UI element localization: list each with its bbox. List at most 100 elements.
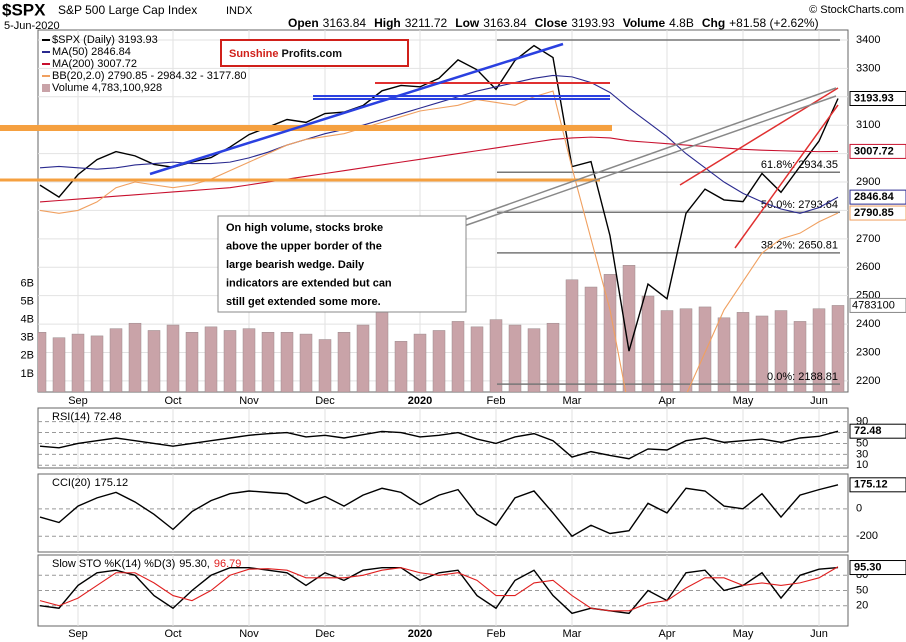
- panel-plot: 61.8%: 2934.35 50.0%: 2793.64 38.2%: 2650.…: [38, 30, 848, 392]
- fib-label: 61.8%: 2934.35: [761, 159, 838, 171]
- panel-plot: [38, 555, 848, 626]
- x-tick-label: Jun: [810, 628, 828, 640]
- volume-bar: [147, 330, 161, 392]
- y-tick-label: 3300: [856, 62, 880, 74]
- x-tick-label: May: [733, 628, 754, 640]
- panel-title: CCI(20): [52, 477, 91, 489]
- value-tag-label: 175.12: [854, 479, 888, 491]
- value-tag: [849, 560, 906, 576]
- stat-value: 4.8B: [669, 16, 694, 30]
- stat-label: High: [374, 16, 401, 30]
- volume-bar: [128, 322, 142, 392]
- y-tick-label: 30: [856, 448, 868, 460]
- value-tag-label: 3193.93: [854, 92, 894, 104]
- y-tick-label: 2900: [856, 176, 880, 188]
- value-tag-label: 2846.84: [854, 191, 895, 203]
- volume-tick-label: 1B: [21, 368, 34, 380]
- volume-bar: [223, 330, 237, 392]
- series-line: [39, 430, 839, 460]
- x-tick-label: Mar: [563, 628, 582, 640]
- annotation-line: large bearish wedge. Daily: [226, 259, 365, 271]
- value-tag-label: 3007.72: [854, 145, 894, 157]
- volume-bar: [432, 330, 446, 392]
- legend-value: 96.79: [214, 558, 242, 570]
- volume-tick-label: 3B: [21, 332, 34, 344]
- panel-legend: RSI(14) 72.48: [52, 411, 121, 423]
- symbol: $SPX: [2, 0, 46, 19]
- value-tag: [849, 189, 906, 205]
- volume-bar: [508, 324, 522, 392]
- volume-bar: [812, 308, 826, 392]
- volume-bar: [413, 333, 427, 392]
- stat-value: +81.58 (+2.62%): [729, 16, 818, 30]
- volume-bar: [451, 321, 465, 392]
- volume-bar: [489, 319, 503, 392]
- x-tick-label: Sep: [68, 628, 88, 640]
- x-tick-label: Apr: [658, 395, 675, 407]
- y-tick-label: 3100: [856, 119, 880, 131]
- volume-bar: [793, 321, 807, 392]
- volume-bar: [52, 337, 66, 392]
- series-line: [39, 74, 839, 214]
- panel-legend: Slow STO %K(14) %D(3) 95.30, 96.79: [52, 558, 241, 570]
- x-tick-label: Dec: [315, 395, 335, 407]
- y-tick-label: 2300: [856, 346, 880, 358]
- annotation-box: [217, 215, 467, 313]
- volume-bar: [90, 335, 104, 392]
- volume-bar: [318, 339, 332, 392]
- annotation-line: still get extended some more.: [226, 296, 381, 308]
- logo-part: Sunshine: [229, 48, 279, 60]
- date: 5-Jun-2020: [4, 20, 60, 32]
- volume-bar: [717, 317, 731, 392]
- y-tick-label: 2200: [856, 375, 880, 387]
- stat-value: 3211.72: [405, 16, 448, 30]
- volume-bar: [38, 332, 47, 392]
- panel-legend: CCI(20) 175.12: [52, 477, 128, 489]
- value-tag: [849, 205, 906, 221]
- legend-label: MA(200) 3007.72: [52, 58, 137, 70]
- y-tick-label: 0: [856, 503, 862, 515]
- y-tick-label: 2400: [856, 318, 880, 330]
- value-tag-label: 72.48: [854, 425, 882, 437]
- x-tick-label: Dec: [315, 628, 335, 640]
- volume-bar: [337, 332, 351, 392]
- legend-label: Volume 4,783,100,928: [52, 82, 162, 94]
- legend-label: BB(20,2.0) 2790.85 - 2984.32 - 3177.80: [52, 70, 246, 82]
- y-tick-label: 50: [856, 437, 868, 449]
- series-line: [39, 484, 839, 538]
- x-tick-label: Feb: [487, 395, 506, 407]
- trend-line: [463, 95, 837, 227]
- series-line: [39, 90, 839, 392]
- volume-bar: [299, 333, 313, 392]
- annotation-line: indicators are extended but can: [226, 277, 392, 289]
- y-tick-label: 2700: [856, 233, 880, 245]
- volume-bar: [242, 328, 256, 392]
- index-name: S&P 500 Large Cap Index: [58, 3, 197, 17]
- volume-bar: [71, 333, 85, 392]
- volume-bar: [185, 332, 199, 392]
- volume-bar: [584, 286, 598, 392]
- value-tag-label: 95.30: [854, 561, 882, 573]
- stat-label: Close: [535, 16, 568, 30]
- panel-title: Slow STO %K(14) %D(3): [52, 558, 175, 570]
- logo-part: Profits.com: [282, 48, 343, 60]
- volume-bar: [109, 328, 123, 392]
- stat-value: 3163.84: [483, 16, 527, 30]
- legend-label: $SPX (Daily) 3193.93: [52, 34, 158, 46]
- volume-bar: [470, 326, 484, 392]
- volume-tag-label: 4783100: [852, 299, 895, 311]
- trend-line: [734, 104, 839, 249]
- value-tag-label: 2790.85: [854, 207, 894, 219]
- volume-bar: [755, 315, 769, 392]
- panel-frame: [37, 473, 849, 553]
- volume-bar: [736, 312, 750, 392]
- value-tag: [849, 143, 906, 159]
- trend-line: [463, 87, 837, 221]
- x-tick-label: Nov: [239, 628, 259, 640]
- volume-tick-label: 4B: [21, 314, 34, 326]
- volume-bar: [660, 310, 674, 392]
- y-tick-label: 50: [856, 584, 868, 596]
- value-tag: [849, 477, 906, 493]
- panel-frame: [37, 407, 849, 469]
